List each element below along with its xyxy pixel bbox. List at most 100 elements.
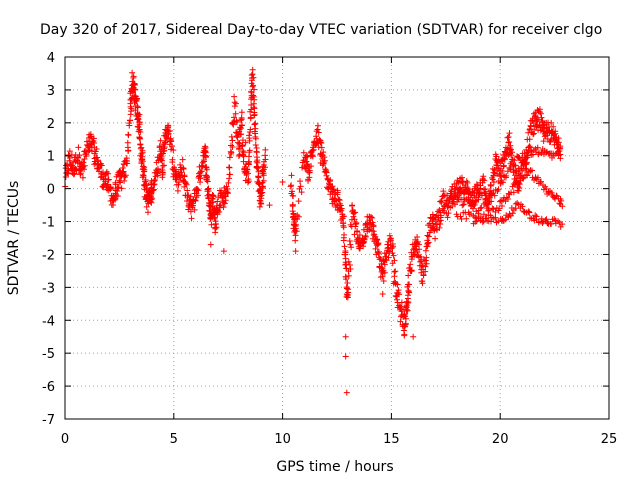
data-point [345,272,352,279]
data-point [175,181,182,188]
data-point [248,89,255,96]
data-point [422,257,429,264]
data-point [405,272,412,279]
data-point [341,251,348,258]
data-point [432,235,439,242]
data-point [144,192,151,199]
data-point [528,129,535,136]
data-point [390,252,397,259]
data-point [214,209,221,216]
data-point [98,162,105,169]
data-point [348,244,355,251]
data-point [226,154,233,161]
data-point [323,172,330,179]
data-point [260,162,267,169]
data-point [156,143,163,150]
data-point [356,231,363,238]
data-point [259,179,266,186]
data-point [541,133,548,140]
data-point [521,156,528,163]
data-point [488,218,495,225]
data-point [479,175,486,182]
data-point [238,125,245,132]
data-point [120,168,127,175]
chart-title: Day 320 of 2017, Sidereal Day-to-day VTE… [40,22,602,38]
data-point [195,175,202,182]
data-point [485,199,492,206]
data-point [374,249,381,256]
data-point [407,267,414,274]
data-point [228,133,235,140]
data-point [357,245,364,252]
y-tick-label: 4 [47,51,55,66]
data-point [374,241,381,248]
data-point [100,176,107,183]
x-axis-label: GPS time / hours [276,459,393,475]
data-point [253,148,260,155]
data-point [306,169,313,176]
data-point [506,130,513,137]
data-point [303,162,310,169]
data-point [548,136,555,143]
data-point [557,223,564,230]
data-point [404,307,411,314]
data-point [152,177,159,184]
data-point [179,156,186,163]
data-point [295,198,302,205]
data-point [437,212,444,219]
data-point [252,120,259,127]
data-point [555,144,562,151]
data-point [352,223,359,230]
data-point [379,270,386,277]
data-point [506,139,513,146]
data-point [391,268,398,275]
data-point [395,289,402,296]
data-point [486,194,493,201]
data-point [247,126,254,133]
data-point [336,197,343,204]
data-point [457,196,464,203]
data-point [458,174,465,181]
data-point [519,203,526,210]
data-point [254,165,261,172]
data-point [397,318,404,325]
data-point [76,152,83,159]
data-point [414,238,421,245]
data-point [348,216,355,223]
data-point [492,214,499,221]
data-point [180,178,187,185]
data-point [68,165,75,172]
data-point [208,221,215,228]
data-point [469,205,476,212]
data-point [353,220,360,227]
data-point [232,100,239,107]
data-point [525,208,532,215]
data-point [526,136,533,143]
data-point [191,206,198,213]
data-point [178,169,185,176]
data-point [389,240,396,247]
data-point [115,184,122,191]
data-point [313,133,320,140]
ticks: 0 5 10 15 20 25 -7 -6 -5 -4 -3 -2 -1 0 1 2 3 4 [42,51,617,447]
data-point [511,157,518,164]
data-point [169,156,176,163]
data-point [254,157,261,164]
data-point [105,176,112,183]
data-point [341,231,348,238]
data-point [159,162,166,169]
data-point [211,214,218,221]
data-point [531,126,538,133]
data-point [490,169,497,176]
data-point [485,206,492,213]
data-point [168,146,175,153]
data-point [346,238,353,245]
data-point [318,153,325,160]
data-point [220,248,227,255]
data-point [341,243,348,250]
data-point [181,173,188,180]
data-point [406,281,413,288]
data-point [238,131,245,138]
data-point [391,278,398,285]
data-point [397,303,404,310]
